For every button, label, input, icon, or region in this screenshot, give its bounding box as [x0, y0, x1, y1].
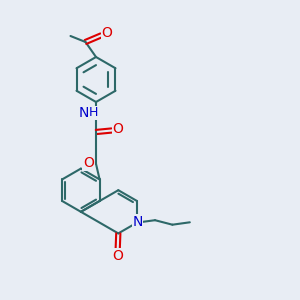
- Text: H: H: [89, 106, 98, 119]
- Text: O: O: [112, 249, 123, 262]
- Text: N: N: [132, 215, 143, 229]
- Text: O: O: [102, 26, 112, 40]
- Text: N: N: [78, 106, 88, 120]
- Text: O: O: [112, 122, 123, 136]
- Text: O: O: [83, 156, 94, 170]
